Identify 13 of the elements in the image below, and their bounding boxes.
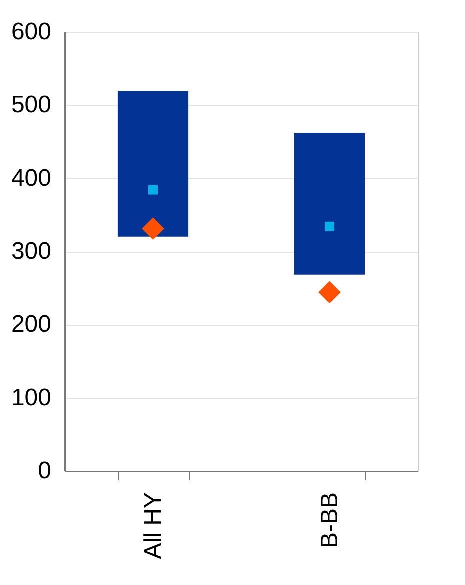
point bbox=[325, 222, 334, 232]
y-tick-label: 400 bbox=[11, 164, 52, 192]
point bbox=[318, 281, 341, 304]
x-tick-label: B-BB bbox=[316, 492, 344, 549]
x-tick-label: All HY bbox=[140, 492, 167, 560]
y-tick-label: 0 bbox=[38, 458, 52, 484]
point bbox=[142, 218, 164, 240]
point bbox=[148, 185, 158, 195]
y-tick-label: 200 bbox=[11, 311, 52, 338]
y-tick-label: 100 bbox=[11, 384, 52, 412]
y-tick-label: 600 bbox=[11, 18, 52, 46]
y-tick-label: 300 bbox=[11, 238, 52, 265]
y-tick-label: 500 bbox=[11, 92, 52, 119]
